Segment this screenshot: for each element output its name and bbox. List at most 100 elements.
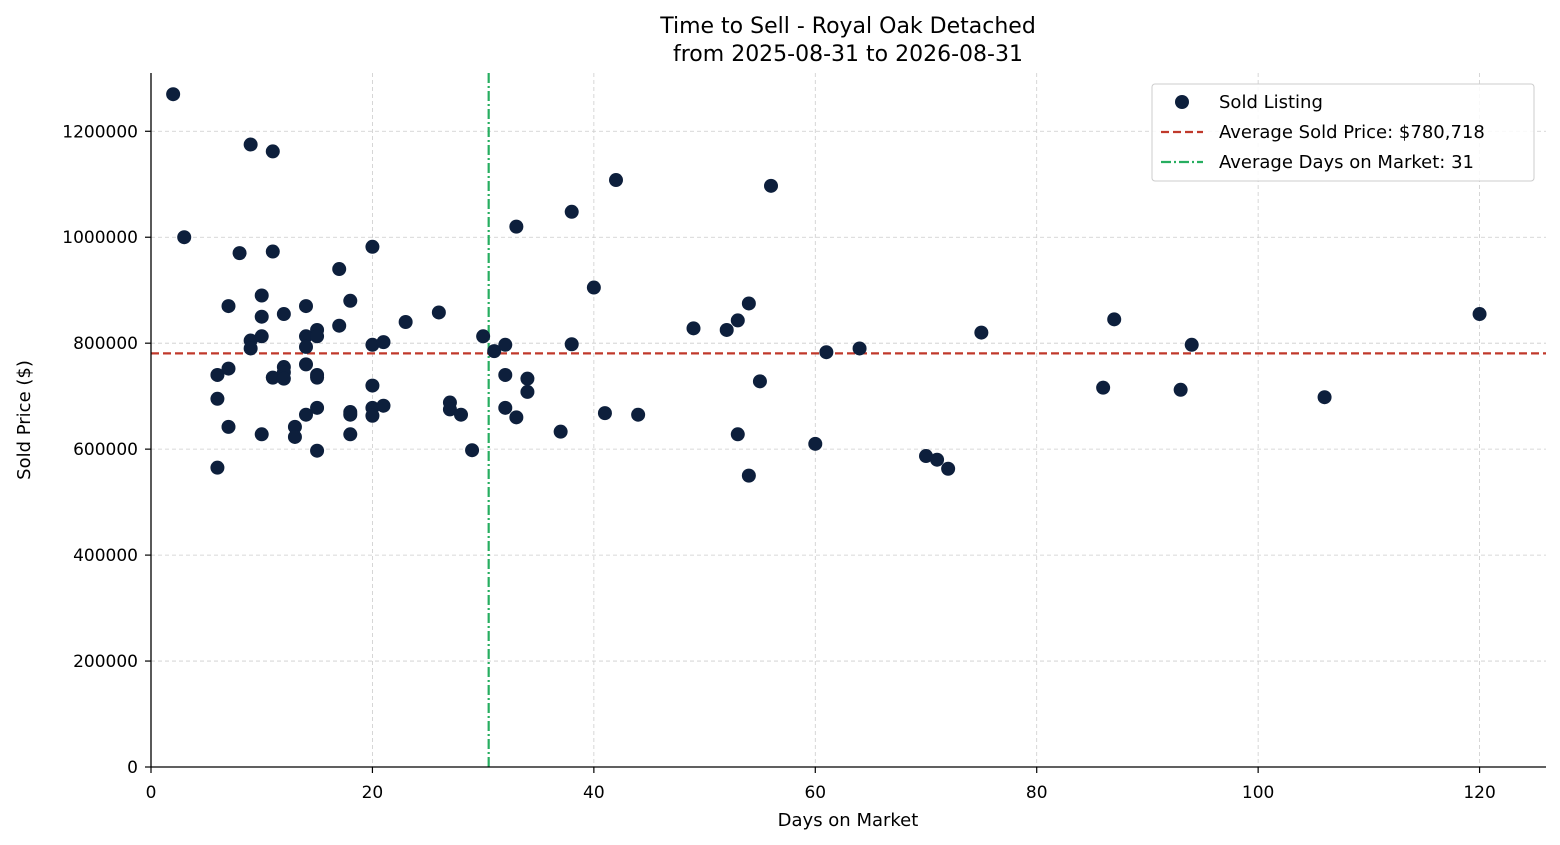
data-point [553,424,568,439]
data-point [265,144,280,159]
data-point [476,329,491,344]
data-point [299,299,313,314]
data-point [166,87,181,102]
data-point [376,398,391,413]
data-point [454,407,468,422]
legend-label-avg-price: Average Sold Price: $780,718 [1219,122,1485,143]
data-point [442,402,457,417]
data-point [287,419,302,434]
data-point [686,321,701,336]
data-point [210,367,225,382]
data-point [310,443,325,458]
data-point [343,407,358,422]
data-point [365,239,380,254]
data-point [177,230,192,245]
data-point [1096,380,1111,395]
data-point [254,309,269,324]
data-point [332,262,347,277]
y-tick-label: 600000 [73,440,138,460]
data-point [730,427,745,442]
x-tick-label: 0 [146,783,157,803]
chart-title: Time to Sell - Royal Oak Detached [659,14,1036,39]
x-tick-label: 80 [1026,783,1048,803]
data-point [974,325,989,340]
data-point [465,443,480,458]
data-point [243,137,258,152]
data-point [631,407,646,422]
data-point [310,370,325,385]
data-point [299,357,313,372]
data-point [254,427,269,442]
data-point [265,244,280,259]
x-tick-label: 40 [583,783,605,803]
data-point [586,280,601,295]
legend-marker-icon [1175,95,1189,109]
data-point [343,427,358,442]
y-tick-label: 1000000 [62,228,138,248]
data-point [431,305,446,320]
data-point [254,329,269,344]
data-point [221,361,236,376]
data-point [232,246,247,261]
data-point [597,406,612,421]
data-point [564,337,579,352]
data-point [498,400,513,415]
data-point [398,314,413,329]
data-point [509,219,524,234]
data-point [365,378,380,393]
data-point [221,299,236,314]
data-point [564,204,579,219]
data-point [243,341,258,356]
data-point [719,322,734,337]
data-point [930,452,945,467]
data-point [210,391,225,406]
y-tick-label: 0 [127,758,138,778]
data-point [221,419,236,434]
data-point [764,178,778,193]
data-point [276,307,291,322]
data-point [1173,382,1188,397]
x-tick-label: 100 [1242,783,1274,803]
y-axis-label: Sold Price ($) [14,360,35,480]
y-tick-label: 200000 [73,652,138,672]
data-point [1317,390,1332,405]
data-point [609,173,623,188]
data-point [210,460,225,475]
data-point [730,313,745,328]
legend-box [1151,83,1535,182]
data-point [941,461,956,476]
data-point [287,429,302,444]
legend-label-sold-listing: Sold Listing [1219,92,1323,113]
reference-lines [151,73,1546,767]
x-axis-label: Days on Market [778,810,919,831]
data-point [332,318,347,333]
data-point [741,468,756,483]
data-point [509,410,524,425]
data-point [310,329,325,344]
data-points [166,87,1487,483]
data-point [487,344,502,359]
data-point [365,408,380,423]
data-point [365,337,380,352]
data-point [498,367,513,382]
y-tick-label: 400000 [73,546,138,566]
data-point [276,371,291,386]
data-point [819,345,834,360]
data-point [299,339,313,354]
data-point [343,293,358,308]
data-point [520,371,535,386]
y-tick-label: 800000 [73,334,138,354]
x-tick-label: 120 [1463,783,1495,803]
legend-label-avg-days: Average Days on Market: 31 [1219,152,1474,173]
chart-subtitle: from 2025-08-31 to 2026-08-31 [673,42,1023,67]
data-point [752,374,767,389]
data-point [852,341,867,356]
data-point [741,296,756,311]
data-point [265,370,280,385]
axes: 0 20 40 60 80 100 120 0 200000 400000 600000 800000… [62,73,1546,803]
data-point [1107,312,1122,327]
data-point [376,335,391,350]
data-point [299,407,313,422]
y-tick-label: 1200000 [62,122,138,142]
